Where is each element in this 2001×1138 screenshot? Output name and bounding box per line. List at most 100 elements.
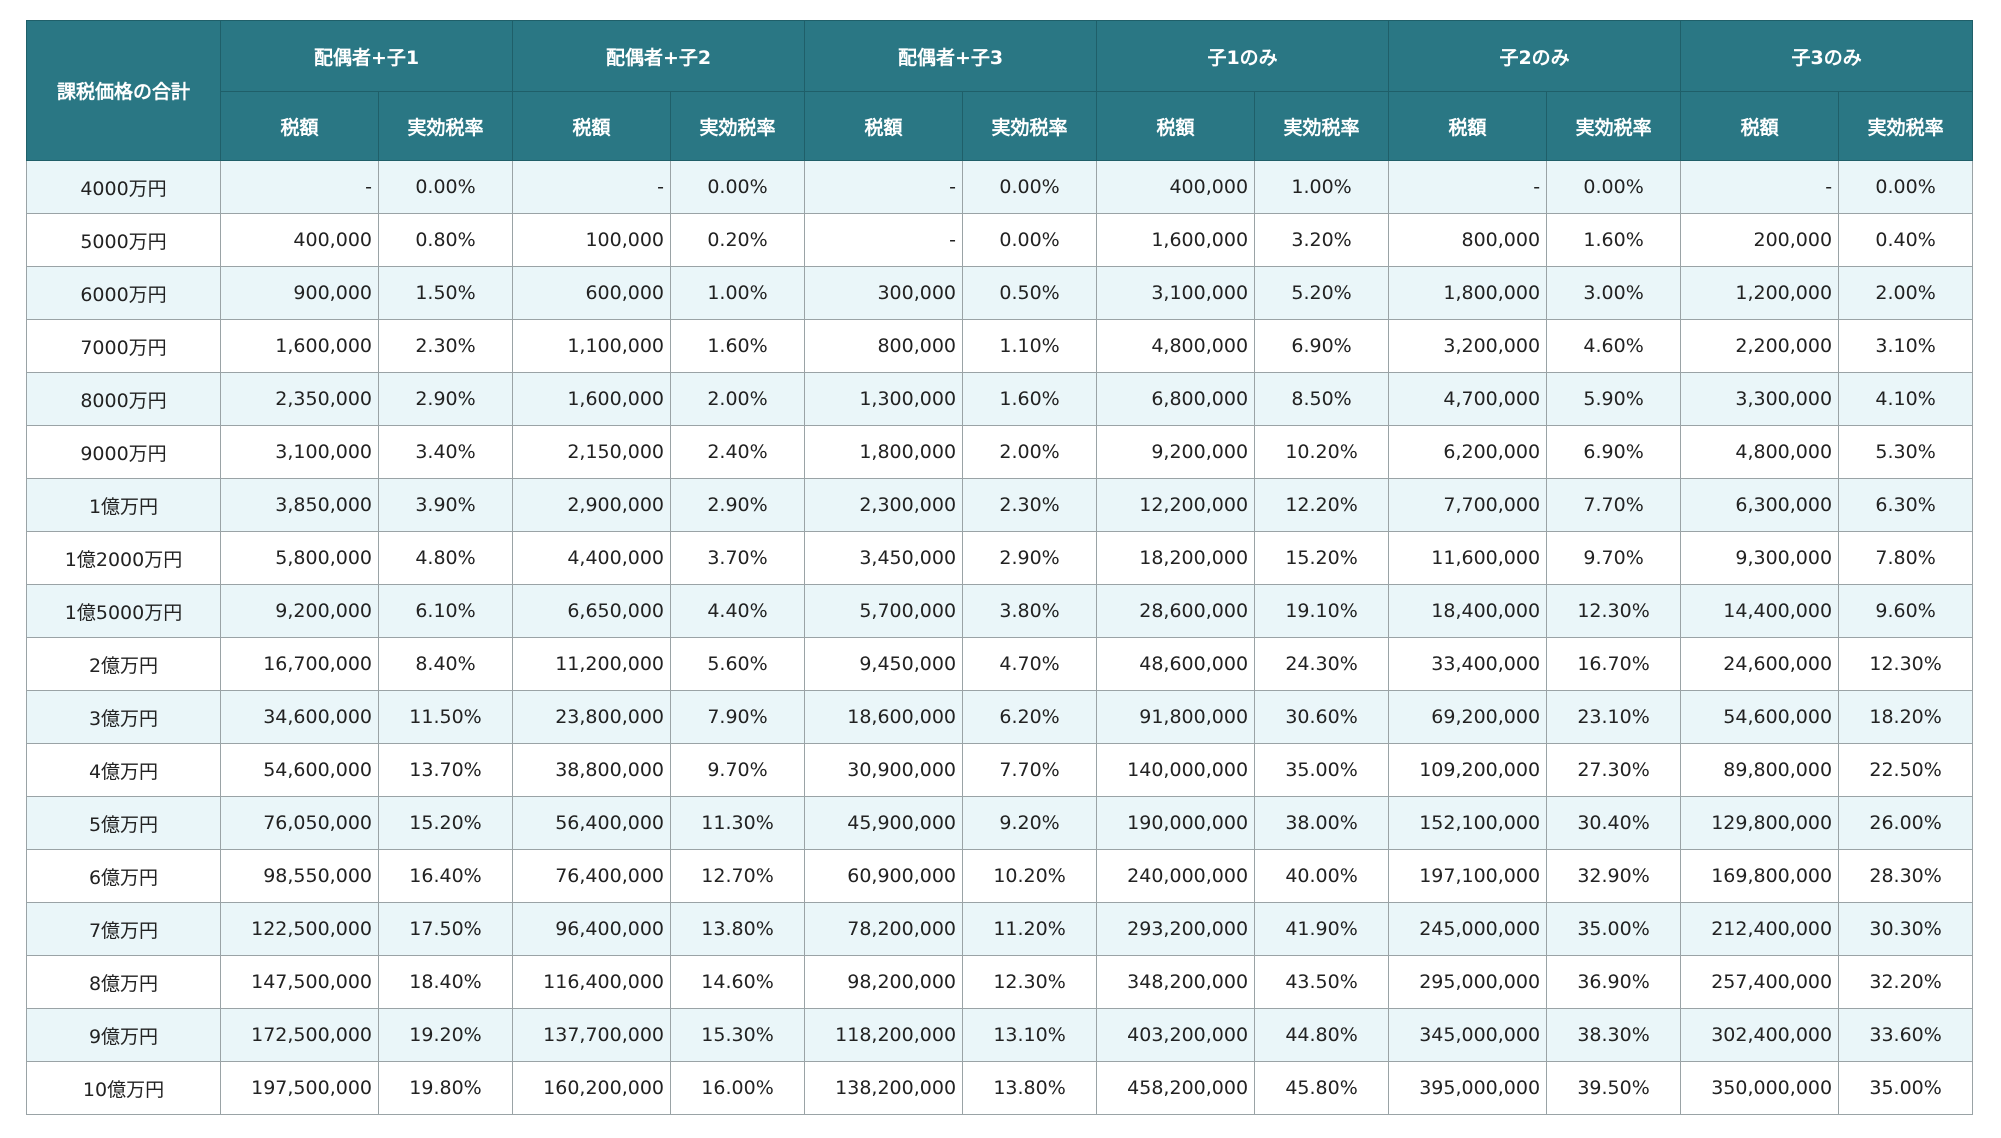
tax-amount: 2,150,000 <box>512 425 672 479</box>
effective-rate: 6.10% <box>377 584 514 638</box>
effective-rate: 0.50% <box>962 266 1098 320</box>
tax-amount: 138,200,000 <box>804 1061 964 1115</box>
tax-amount: 60,900,000 <box>804 849 964 903</box>
effective-rate: 19.80% <box>377 1061 514 1115</box>
effective-rate: 4.10% <box>1838 372 1974 426</box>
tax-amount: 3,850,000 <box>220 478 379 532</box>
tax-amount: 200,000 <box>1680 213 1840 267</box>
row-label: 8000万円 <box>26 372 221 426</box>
effective-rate: 19.10% <box>1254 584 1390 638</box>
effective-rate: 43.50% <box>1254 955 1390 1009</box>
tax-amount: - <box>1680 160 1840 214</box>
tax-amount: 302,400,000 <box>1680 1008 1840 1062</box>
tax-amount: 12,200,000 <box>1096 478 1256 532</box>
tax-amount: 69,200,000 <box>1388 690 1548 744</box>
tax-amount: 56,400,000 <box>512 796 672 850</box>
column-header: 税額 <box>1388 91 1548 161</box>
row-label: 10億万円 <box>26 1061 221 1115</box>
table-row: 4000万円 -0.00% -0.00% -0.00% 400,000 1.00% -0.0… <box>26 160 1974 214</box>
effective-rate: 8.50% <box>1254 372 1390 426</box>
tax-amount: - <box>1388 160 1548 214</box>
effective-rate: 18.40% <box>377 955 514 1009</box>
effective-rate: 33.60% <box>1838 1008 1974 1062</box>
group-header: 配偶者+子1 <box>219 20 514 92</box>
effective-rate: 3.40% <box>377 425 514 479</box>
effective-rate: 2.30% <box>377 319 514 373</box>
effective-rate: 16.00% <box>670 1061 806 1115</box>
row-label: 9000万円 <box>26 425 221 479</box>
tax-amount: 160,200,000 <box>512 1061 672 1115</box>
effective-rate: 12.30% <box>962 955 1098 1009</box>
effective-rate: 6.30% <box>1838 478 1974 532</box>
effective-rate: 3.10% <box>1838 319 1974 373</box>
tax-amount: 28,600,000 <box>1096 584 1256 638</box>
table-row: 1億5000万円 9,200,000 6.10% 6,650,000 4.40% 5,70… <box>26 584 1974 638</box>
effective-rate: 41.90% <box>1254 902 1390 956</box>
effective-rate: 23.10% <box>1546 690 1682 744</box>
tax-amount: 400,000 <box>1096 160 1256 214</box>
tax-amount: 6,650,000 <box>512 584 672 638</box>
tax-amount: 78,200,000 <box>804 902 964 956</box>
effective-rate: 2.30% <box>962 478 1098 532</box>
tax-amount: 2,300,000 <box>804 478 964 532</box>
effective-rate: 10.20% <box>962 849 1098 903</box>
column-header: 税額 <box>1680 91 1840 161</box>
effective-rate: 5.90% <box>1546 372 1682 426</box>
effective-rate: 1.00% <box>670 266 806 320</box>
column-header: 実効税率 <box>1546 91 1682 161</box>
tax-amount: 11,600,000 <box>1388 531 1548 585</box>
effective-rate: 3.70% <box>670 531 806 585</box>
table-row: 6億万円 98,550,000 16.40% 76,400,000 12.70% 60,9… <box>26 849 1974 903</box>
effective-rate: 13.10% <box>962 1008 1098 1062</box>
tax-amount: 98,200,000 <box>804 955 964 1009</box>
effective-rate: 32.90% <box>1546 849 1682 903</box>
effective-rate: 15.20% <box>1254 531 1390 585</box>
tax-amount: 18,600,000 <box>804 690 964 744</box>
effective-rate: 27.30% <box>1546 743 1682 797</box>
effective-rate: 4.60% <box>1546 319 1682 373</box>
tax-amount: 245,000,000 <box>1388 902 1548 956</box>
table-row: 6000万円 900,000 1.50% 600,000 1.00% 300,000 0.5… <box>26 266 1974 320</box>
row-label: 6億万円 <box>26 849 221 903</box>
effective-rate: 14.60% <box>670 955 806 1009</box>
tax-amount: 23,800,000 <box>512 690 672 744</box>
group-header: 子3のみ <box>1680 20 1974 92</box>
tax-amount: 403,200,000 <box>1096 1008 1256 1062</box>
effective-rate: 7.70% <box>1546 478 1682 532</box>
tax-amount: 350,000,000 <box>1680 1061 1840 1115</box>
tax-amount: 293,200,000 <box>1096 902 1256 956</box>
tax-amount: 152,100,000 <box>1388 796 1548 850</box>
effective-rate: 1.10% <box>962 319 1098 373</box>
tax-amount: - <box>804 213 964 267</box>
effective-rate: 2.00% <box>1838 266 1974 320</box>
tax-amount: 458,200,000 <box>1096 1061 1256 1115</box>
tax-amount: 600,000 <box>512 266 672 320</box>
tax-amount: 6,800,000 <box>1096 372 1256 426</box>
tax-amount: 1,600,000 <box>512 372 672 426</box>
tax-amount: 9,450,000 <box>804 637 964 691</box>
effective-rate: 5.30% <box>1838 425 1974 479</box>
tax-amount: 9,300,000 <box>1680 531 1840 585</box>
effective-rate: 13.70% <box>377 743 514 797</box>
effective-rate: 11.30% <box>670 796 806 850</box>
tax-amount: 24,600,000 <box>1680 637 1840 691</box>
effective-rate: 0.00% <box>962 213 1098 267</box>
tax-amount: 400,000 <box>220 213 379 267</box>
tax-amount: 4,800,000 <box>1096 319 1256 373</box>
table-row: 8000万円 2,350,000 2.90% 1,600,000 2.00% 1,300,… <box>26 372 1974 426</box>
table-row: 10億万円 197,500,000 19.80% 160,200,000 16.00% 1… <box>26 1061 1974 1115</box>
effective-rate: 7.70% <box>962 743 1098 797</box>
tax-amount: 33,400,000 <box>1388 637 1548 691</box>
tax-amount: 4,800,000 <box>1680 425 1840 479</box>
effective-rate: 30.60% <box>1254 690 1390 744</box>
tax-amount: 3,200,000 <box>1388 319 1548 373</box>
effective-rate: 45.80% <box>1254 1061 1390 1115</box>
row-label: 1億2000万円 <box>26 531 221 585</box>
group-header: 子2のみ <box>1388 20 1682 92</box>
tax-amount: 2,900,000 <box>512 478 672 532</box>
group-header: 配偶者+子2 <box>512 20 806 92</box>
tax-amount: 197,500,000 <box>220 1061 379 1115</box>
row-label: 2億万円 <box>26 637 221 691</box>
effective-rate: 38.00% <box>1254 796 1390 850</box>
table-row: 2億万円 16,700,000 8.40% 11,200,000 5.60% 9,450,… <box>26 637 1974 691</box>
